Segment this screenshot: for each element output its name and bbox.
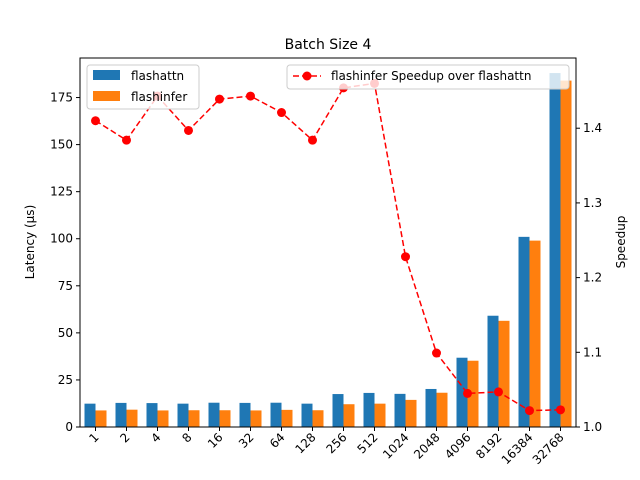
y2-tick-label-2: 1.2 xyxy=(583,271,602,285)
bar-flashinfer-64 xyxy=(281,409,293,427)
y-axis-label: Latency (µs) xyxy=(23,205,37,280)
x-tick-label-32768: 32768 xyxy=(530,430,567,467)
bar-flashinfer-16384 xyxy=(529,240,541,427)
x-tick-label-256: 256 xyxy=(324,430,350,456)
x-tick-label-128: 128 xyxy=(293,430,319,456)
bar-flashinfer-4 xyxy=(157,410,169,427)
y-tick-label-75: 75 xyxy=(58,279,73,293)
legend-speedup-box xyxy=(286,64,570,90)
y2-tick-label-1: 1.1 xyxy=(583,345,602,359)
y-tick-label-50: 50 xyxy=(58,326,73,340)
x-tick-label-2: 2 xyxy=(117,430,132,445)
x-tick-label-4096: 4096 xyxy=(442,430,473,461)
plot-frame xyxy=(79,57,577,428)
bar-flashinfer-16 xyxy=(219,410,231,427)
bar-flashattn-4 xyxy=(146,403,158,427)
bar-flashattn-8192 xyxy=(487,315,499,427)
x-tick-label-16: 16 xyxy=(205,430,226,451)
y-tick-label-100: 100 xyxy=(50,232,73,246)
speedup-point-128 xyxy=(308,135,317,145)
y-tick-label-150: 150 xyxy=(50,138,73,152)
bar-flashinfer-2048 xyxy=(436,392,448,427)
bar-flashinfer-512 xyxy=(374,403,386,427)
chart-title: Batch Size 4 xyxy=(285,37,372,53)
speedup-point-16384 xyxy=(525,406,534,416)
bar-flashattn-64 xyxy=(270,402,282,427)
bar-flashinfer-32 xyxy=(250,410,262,427)
bar-flashinfer-8 xyxy=(188,410,200,427)
x-tick-label-8: 8 xyxy=(179,430,194,445)
legend-bars: flashattn flashinfer xyxy=(86,64,200,110)
x-tick-label-1024: 1024 xyxy=(380,430,411,461)
bar-flashattn-2 xyxy=(115,402,127,427)
speedup-point-32768 xyxy=(556,405,565,415)
speedup-point-32 xyxy=(246,91,255,101)
legend-swatch-flashinfer xyxy=(93,91,120,101)
bar-flashattn-32 xyxy=(239,402,251,427)
legend-speedup-label: flashinfer Speedup over flashattn xyxy=(331,69,531,83)
bar-flashattn-128 xyxy=(301,403,313,427)
bar-flashattn-1024 xyxy=(394,393,406,427)
x-tick-label-32: 32 xyxy=(236,430,257,451)
bar-flashinfer-8192 xyxy=(498,320,510,427)
legend-label-flashattn: flashattn xyxy=(131,69,184,83)
y-tick-label-0: 0 xyxy=(65,420,73,434)
legend-speedup-marker xyxy=(302,71,312,81)
y-tick-label-25: 25 xyxy=(58,373,73,387)
bar-flashinfer-1 xyxy=(95,410,107,427)
bar-flashattn-8 xyxy=(177,403,189,427)
speedup-point-64 xyxy=(277,108,286,118)
bar-flashattn-1 xyxy=(84,403,96,427)
bar-flashattn-32768 xyxy=(549,73,561,428)
bar-flashinfer-256 xyxy=(343,404,355,427)
speedup-point-4096 xyxy=(463,388,472,398)
speedup-point-2 xyxy=(122,135,131,145)
bar-flashattn-256 xyxy=(332,394,344,427)
y2-tick-label-0: 1.0 xyxy=(583,420,602,434)
x-tick-label-512: 512 xyxy=(355,430,381,456)
bar-flashinfer-1024 xyxy=(405,399,417,427)
speedup-point-8 xyxy=(184,125,193,135)
bar-flashattn-16384 xyxy=(518,236,530,427)
speedup-point-16 xyxy=(215,94,224,104)
legend-swatch-flashattn xyxy=(93,70,120,80)
legend-speedup: flashinfer Speedup over flashattn xyxy=(286,64,570,90)
y-tick-label-125: 125 xyxy=(50,185,73,199)
y2-tick-label-3: 1.3 xyxy=(583,196,602,210)
x-tick-label-1: 1 xyxy=(86,430,101,445)
y-tick-label-175: 175 xyxy=(50,91,73,105)
bar-flashinfer-32768 xyxy=(560,80,572,428)
bar-flashattn-512 xyxy=(363,392,375,427)
bar-flashinfer-2 xyxy=(126,409,138,427)
x-tick-label-4: 4 xyxy=(148,430,163,445)
bar-flashattn-16 xyxy=(208,402,220,427)
legend-label-flashinfer: flashinfer xyxy=(131,90,187,104)
speedup-point-8192 xyxy=(494,387,503,397)
speedup-point-1 xyxy=(91,116,100,126)
x-tick-label-2048: 2048 xyxy=(411,430,442,461)
x-tick-label-16384: 16384 xyxy=(499,430,536,467)
x-tick-label-64: 64 xyxy=(267,430,288,451)
speedup-line xyxy=(95,82,561,412)
bars-layer xyxy=(84,73,572,428)
y2-axis-label: Speedup xyxy=(614,216,628,269)
bar-flashinfer-128 xyxy=(312,410,324,427)
bar-flashattn-2048 xyxy=(425,388,437,427)
y2-tick-label-4: 1.4 xyxy=(583,121,602,135)
speedup-point-1024 xyxy=(401,252,410,262)
bar-flashattn-4096 xyxy=(456,357,468,427)
speedup-point-2048 xyxy=(432,348,441,358)
